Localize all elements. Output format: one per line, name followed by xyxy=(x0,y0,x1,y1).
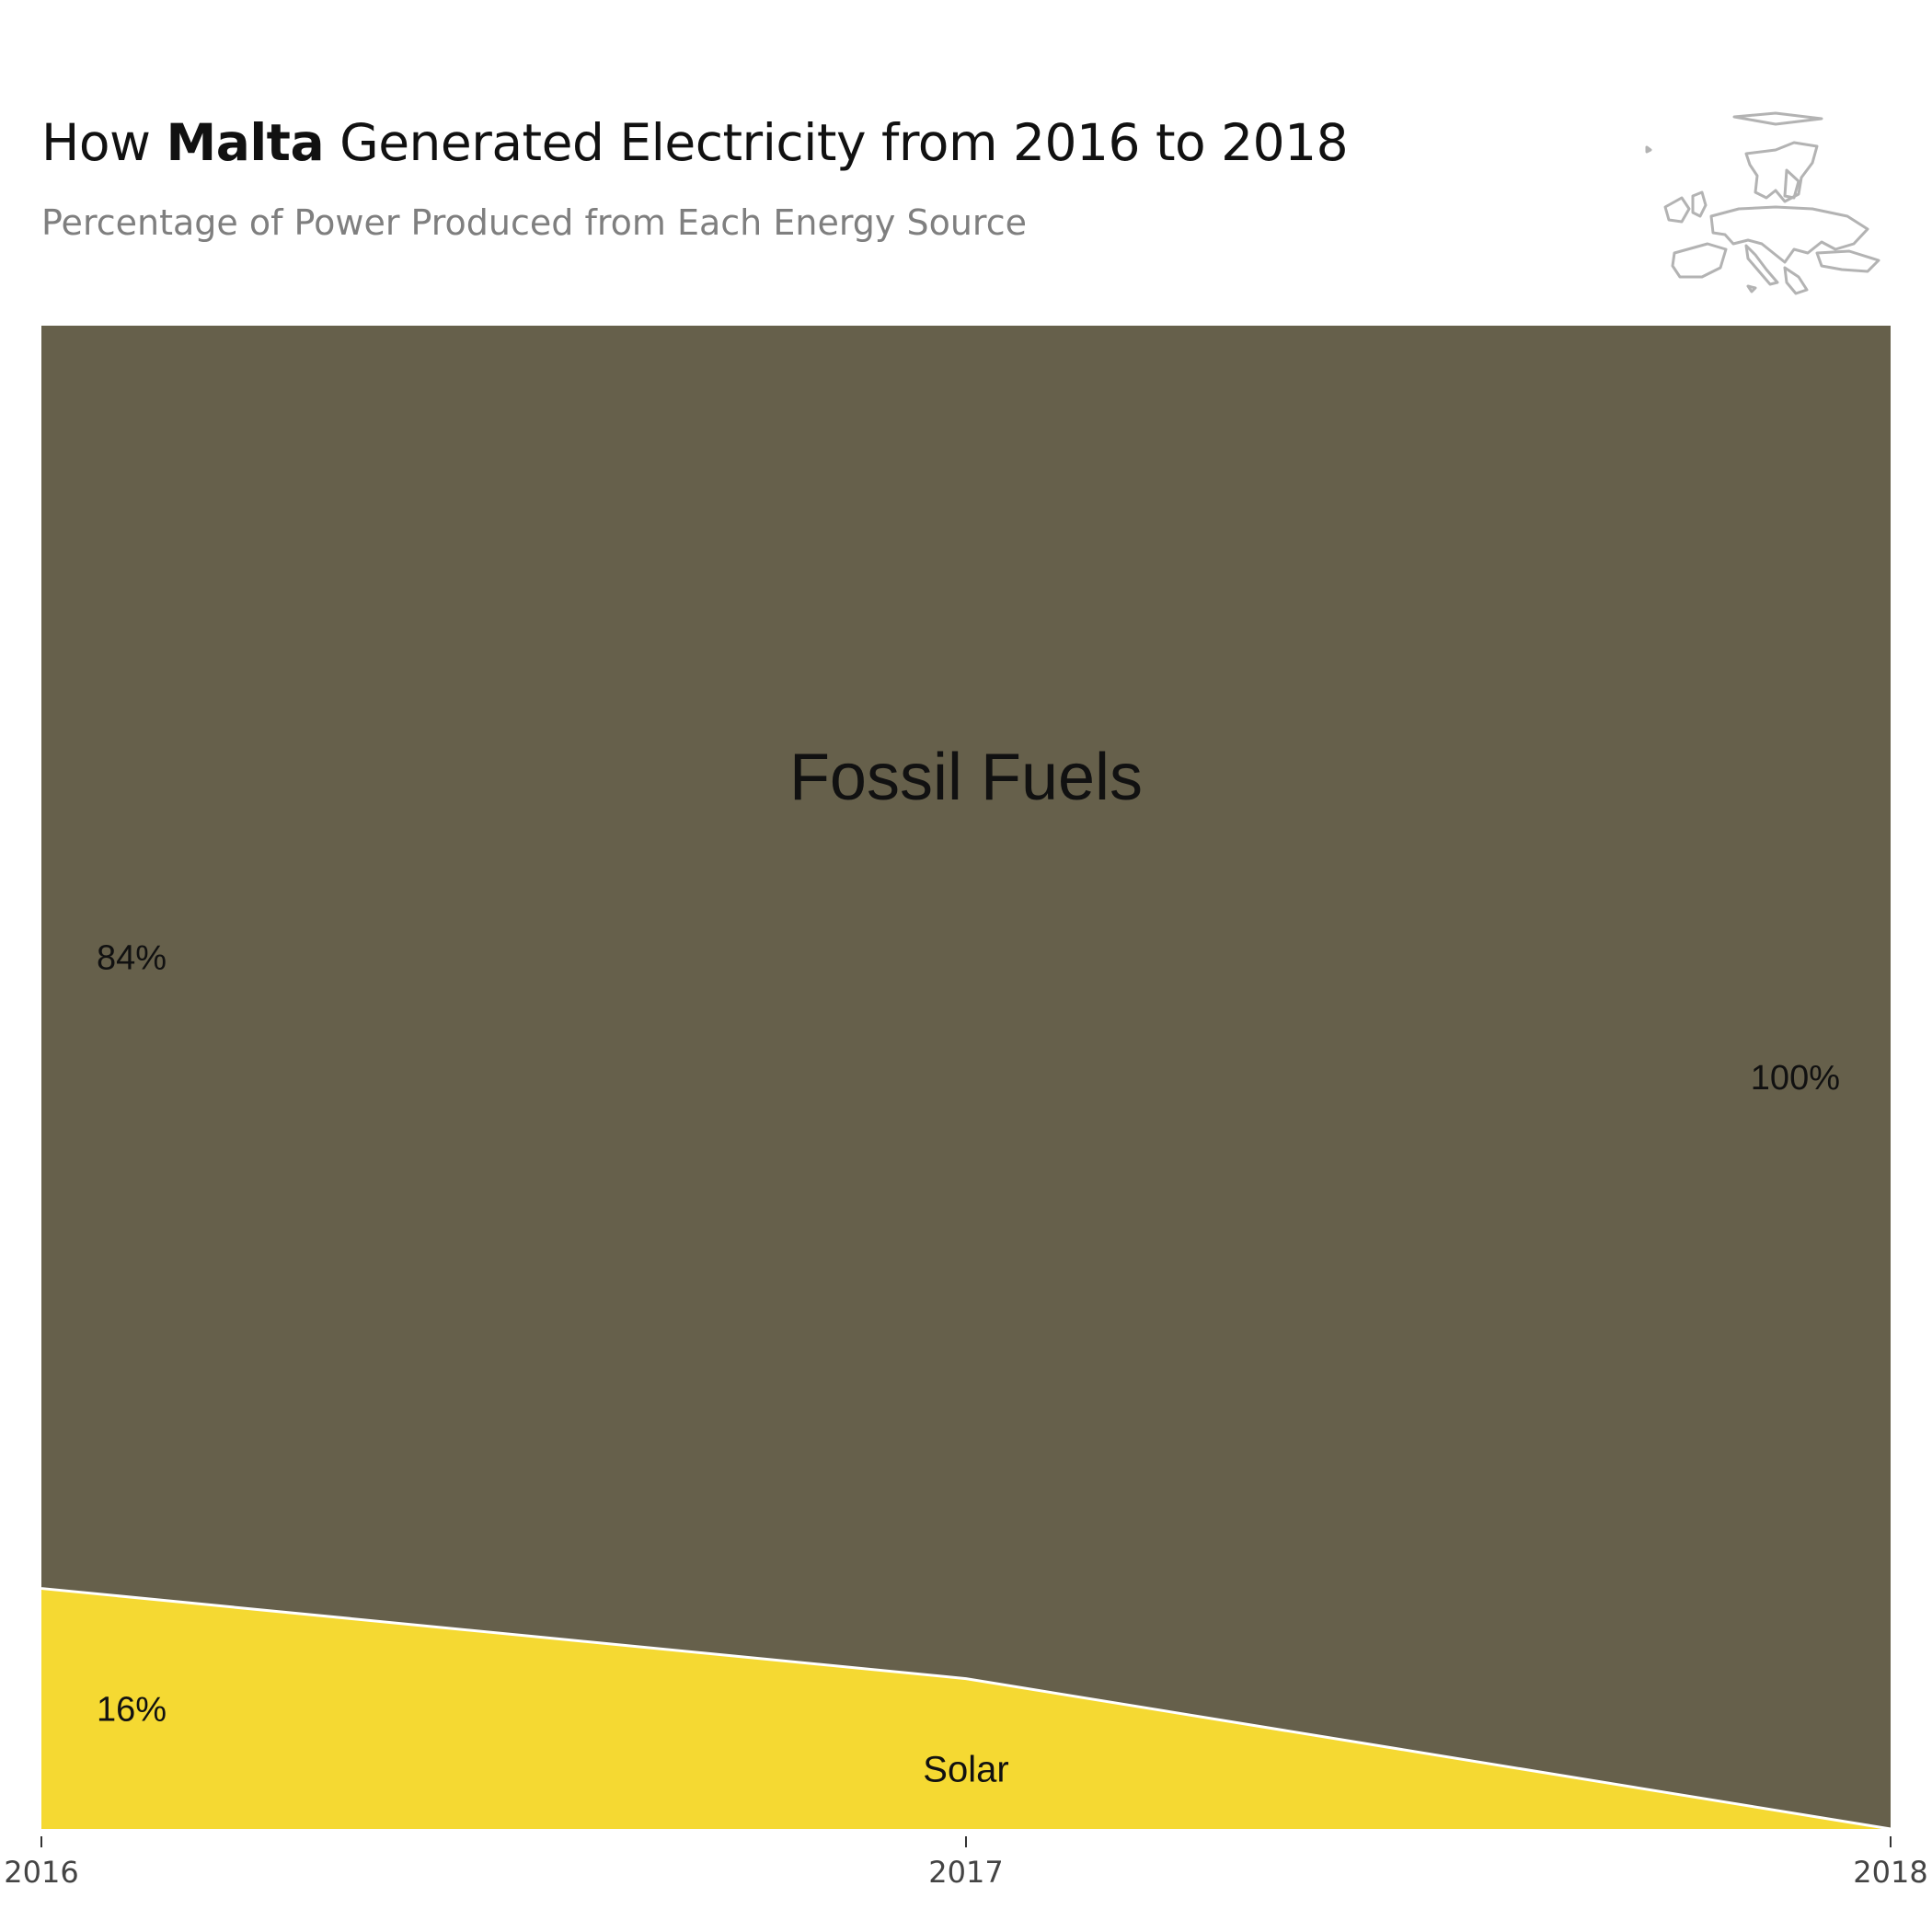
end-label-fossil-fuels: 100% xyxy=(1751,1059,1840,1098)
chart-title: How Malta Generated Electricity from 201… xyxy=(41,113,1349,172)
chart-subtitle: Percentage of Power Produced from Each E… xyxy=(41,202,1027,243)
x-tick-label: 2017 xyxy=(928,1855,1003,1890)
x-tick-label: 2016 xyxy=(4,1855,78,1890)
x-tick-label: 2018 xyxy=(1853,1855,1927,1890)
europe-map-icon xyxy=(1645,111,1880,295)
title-country: Malta xyxy=(166,113,325,172)
boundary-solar xyxy=(40,1587,1892,1831)
series-label-fossil-fuels: Fossil Fuels xyxy=(789,741,1143,814)
area-fossil-fuels xyxy=(41,326,1891,1829)
title-prefix: How xyxy=(41,113,167,172)
series-label-solar: Solar xyxy=(923,1750,1008,1790)
title-suffix: Generated Electricity from 2016 to 2018 xyxy=(324,113,1349,172)
area-solar xyxy=(41,1588,1891,1829)
start-label-fossil-fuels: 84% xyxy=(97,938,167,977)
start-label-solar: 16% xyxy=(97,1690,167,1729)
